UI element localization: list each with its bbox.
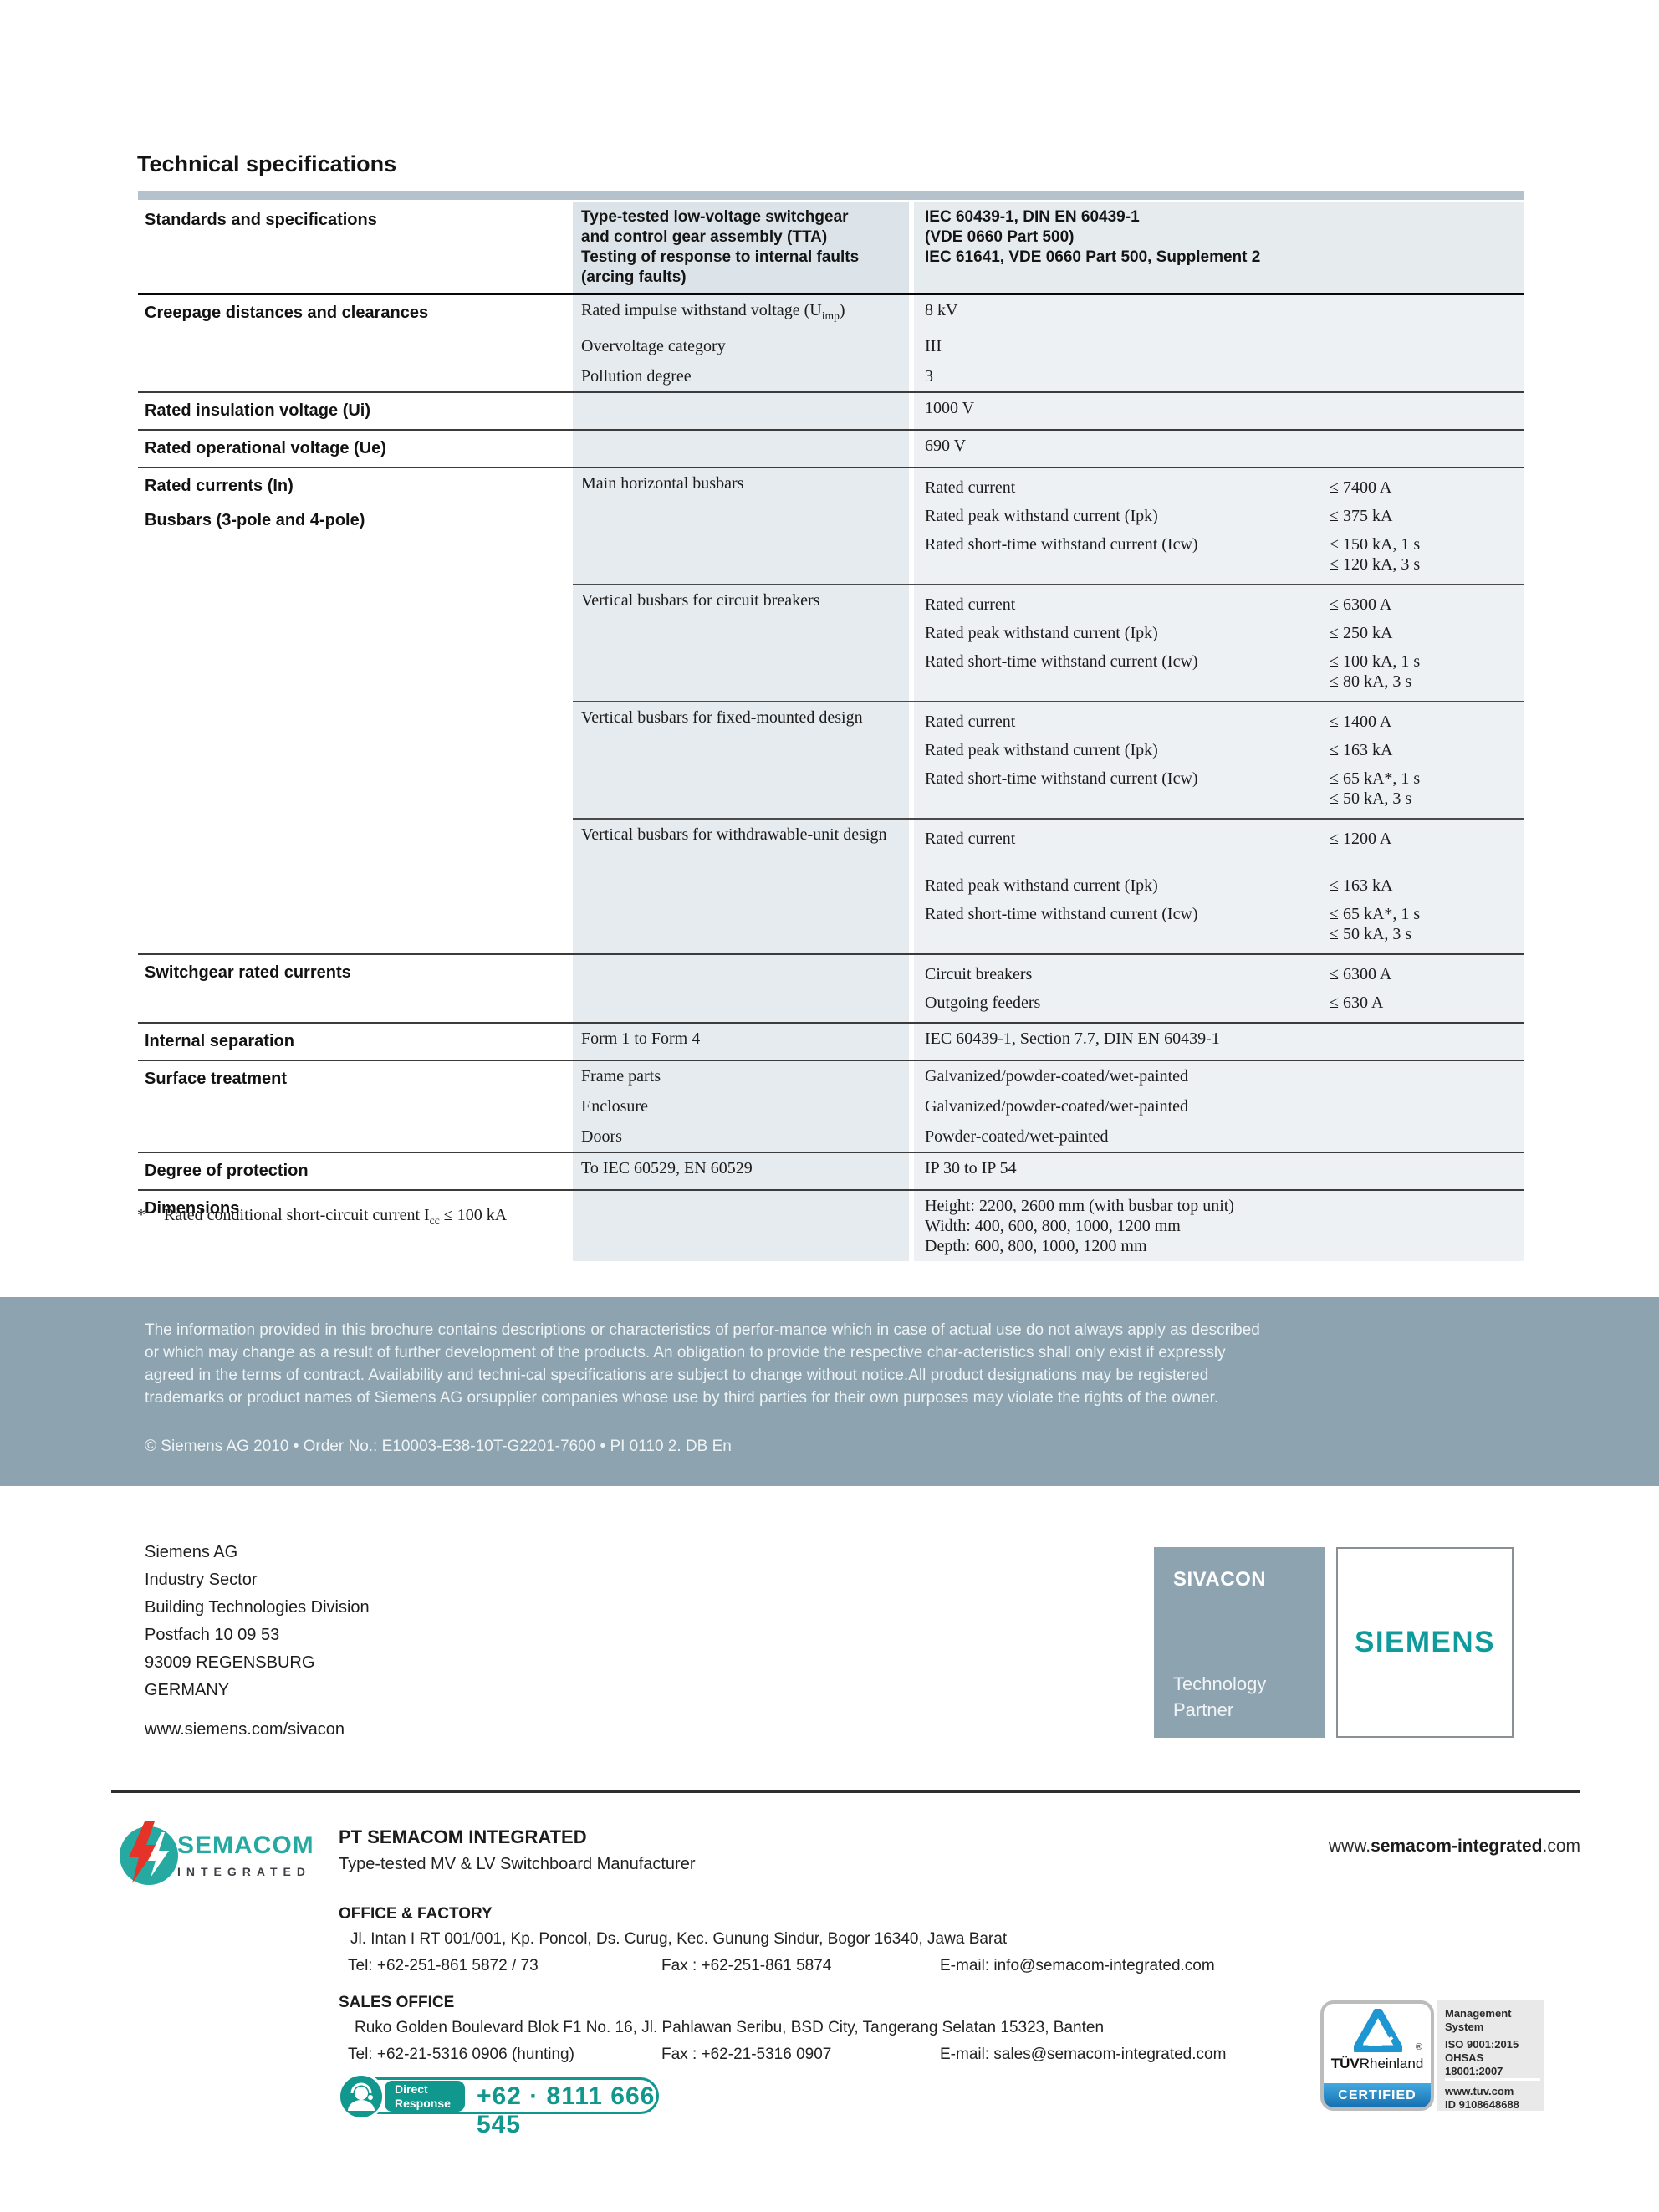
sales-tel: Tel: +62-21-5316 0906 (hunting) [348,2046,574,2063]
row-label: Rated operational voltage (Ue) [138,431,573,467]
row-label: Standards and specifications [138,202,573,293]
page-title: Technical specifications [137,151,397,176]
technology-partner-label: Technology Partner [1173,1673,1267,1720]
row-label: Dimensions [138,1191,573,1261]
table-row: Rated operational voltage (Ue) 690 V [138,429,1524,467]
sub-row: Overvoltage category III [573,331,1524,361]
busbar-group: Vertical busbars for circuit breakers Ra… [573,584,1524,701]
office-address: Jl. Intan I RT 001/001, Kp. Poncol, Ds. … [350,1930,1008,1948]
office-email-link[interactable]: E-mail: info@semacom-integrated.com [940,1957,1215,1974]
table-row: Surface treatment Frame parts Galvanized… [138,1060,1524,1152]
sales-fax: Fax : +62-21-5316 0907 [661,2046,832,2063]
table-row: Creepage distances and clearances Rated … [138,293,1524,391]
sub-row: Frame parts Galvanized/powder-coated/wet… [573,1061,1524,1091]
siemens-logo: SIEMENS [1354,1626,1496,1658]
row-col3: IEC 60439-1, DIN EN 60439-1 (VDE 0660 Pa… [914,202,1524,293]
sub-row: Pollution degree 3 [573,361,1524,391]
table-row: Degree of protection To IEC 60529, EN 60… [138,1152,1524,1189]
disclaimer-line: or which may change as a result of furth… [145,1344,1226,1361]
row-label: Degree of protection [138,1153,573,1189]
sivacon-partner-box: SIVACON Technology Partner [1154,1547,1325,1738]
table-row: Switchgear rated currents Circuit breake… [138,953,1524,1022]
sales-office-heading: SALES OFFICE [339,1994,455,2011]
table-row: Standards and specifications Type-tested… [138,202,1524,293]
disclaimer-line: trademarks or product names of Siemens A… [145,1389,1219,1407]
footnote: * Rated conditional short-circuit current… [137,1206,508,1227]
siemens-address: Siemens AG Industry Sector Building Tech… [145,1539,370,1744]
row-col2: Type-tested low-voltage switchgear and c… [573,202,909,293]
row-label: Rated insulation voltage (Ui) [138,393,573,429]
table-row: Rated currents (In) Busbars (3-pole and … [138,467,1524,953]
disclaimer-band: The information provided in this brochur… [0,1297,1659,1486]
footer-divider [111,1790,1580,1793]
row-label: Internal separation [138,1024,573,1060]
sales-email-link[interactable]: E-mail: sales@semacom-integrated.com [940,2046,1227,2063]
table-row: Dimensions Height: 2200, 2600 mm (with b… [138,1189,1524,1261]
tuv-site-link[interactable]: www.tuv.com [1445,2085,1514,2097]
row-label: Creepage distances and clearances [138,295,573,391]
table-row: Internal separation Form 1 to Form 4 IEC… [138,1022,1524,1060]
company-website-link[interactable]: www.semacom-integrated.com [1328,1837,1580,1856]
sub-row: Doors Powder-coated/wet-painted [573,1121,1524,1152]
semacom-wordmark: SEMACOM INTEGRATED [177,1831,314,1878]
office-factory-heading: OFFICE & FACTORY [339,1905,493,1923]
sub-row: Enclosure Galvanized/powder-coated/wet-p… [573,1091,1524,1121]
busbar-group: Vertical busbars for withdrawable-unit d… [573,818,1524,953]
semacom-logo-icon [119,1820,182,1893]
direct-response-badge: Direct Response +62 · 8111 666 545 [338,2072,672,2138]
table-top-bar [138,191,1524,200]
company-tagline: Type-tested MV & LV Switchboard Manufact… [339,1855,696,1873]
direct-response-phone: +62 · 8111 666 545 [477,2082,656,2138]
headset-agent-icon [338,2073,385,2120]
row-label: Surface treatment [138,1061,573,1152]
siemens-logo-box: SIEMENS [1336,1547,1514,1738]
busbar-group: Vertical busbars for fixed-mounted desig… [573,701,1524,818]
sub-row: Rated impulse withstand voltage (Uimp) 8… [573,295,1524,331]
office-tel: Tel: +62-251-861 5872 / 73 [348,1957,539,1974]
tuv-rheinland-badge: ® TÜVRheinland CERTIFIED [1320,2000,1434,2111]
sivacon-label: SIVACON [1173,1568,1267,1591]
row-label: Rated currents (In) Busbars (3-pole and … [138,468,573,953]
disclaimer-line: agreed in the terms of contract. Availab… [145,1367,1209,1384]
tuv-info-panel: Management System ISO 9001:2015 OHSAS 18… [1437,2000,1544,2111]
table-row: Rated insulation voltage (Ui) 1000 V [138,391,1524,429]
company-name: PT SEMACOM INTEGRATED [339,1826,587,1847]
siemens-url-link[interactable]: www.siemens.com/sivacon [145,1720,345,1739]
sales-address: Ruko Golden Boulevard Blok F1 No. 16, Jl… [355,2019,1105,2036]
spec-table: Standards and specifications Type-tested… [138,191,1524,1261]
direct-response-label: Direct Response [385,2081,465,2112]
row-label: Switchgear rated currents [138,955,573,1022]
disclaimer-line: The information provided in this brochur… [145,1321,1260,1339]
certified-banner: CERTIFIED [1324,2083,1431,2107]
busbar-group: Main horizontal busbars Rated current ≤ 7… [573,468,1524,584]
office-fax: Fax : +62-251-861 5874 [661,1957,832,1974]
tuv-certification: ® TÜVRheinland CERTIFIED Management Syst… [1320,2000,1544,2111]
tuv-triangle-icon [1354,2009,1402,2052]
copyright-line: © Siemens AG 2010 • Order No.: E10003-E3… [145,1438,732,1455]
